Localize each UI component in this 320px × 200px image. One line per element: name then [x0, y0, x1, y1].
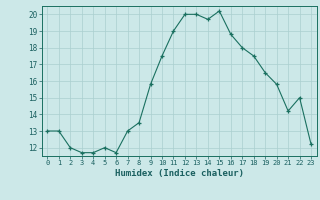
- X-axis label: Humidex (Indice chaleur): Humidex (Indice chaleur): [115, 169, 244, 178]
